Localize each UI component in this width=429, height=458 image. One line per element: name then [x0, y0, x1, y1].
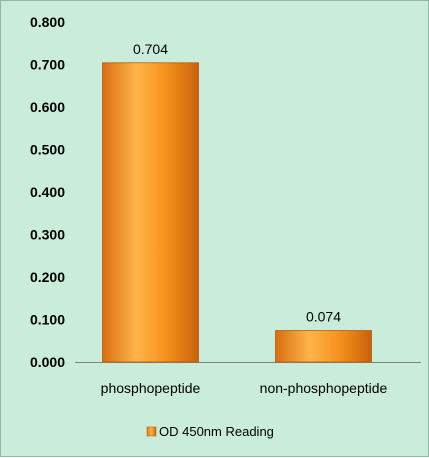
y-tick-label: 0.400 [30, 184, 65, 200]
y-tick-label: 0.700 [30, 57, 65, 73]
bar [275, 330, 372, 363]
data-label: 0.704 [133, 41, 168, 57]
x-category-label: non-phosphopeptide [260, 380, 388, 396]
legend: OD 450nm Reading [146, 424, 274, 439]
data-label: 0.074 [306, 309, 341, 325]
y-tick-label: 0.300 [30, 227, 65, 243]
y-tick-label: 0.100 [30, 312, 65, 328]
y-tick-label: 0.500 [30, 142, 65, 158]
x-axis-categories: phosphopeptide non-phosphopeptide [101, 380, 388, 396]
bar [102, 62, 199, 363]
y-tick-label: 0.000 [30, 354, 65, 370]
legend-swatch [146, 426, 157, 437]
y-tick-label: 0.600 [30, 99, 65, 115]
y-axis-ticks: 0.000 0.100 0.200 0.300 0.400 0.500 0.600 0.700… [30, 14, 65, 370]
y-tick-label: 0.200 [30, 269, 65, 285]
x-category-label: phosphopeptide [101, 380, 201, 396]
legend-label: OD 450nm Reading [159, 424, 274, 439]
y-tick-label: 0.800 [30, 14, 65, 30]
bars: 0.704 0.074 [102, 41, 372, 363]
